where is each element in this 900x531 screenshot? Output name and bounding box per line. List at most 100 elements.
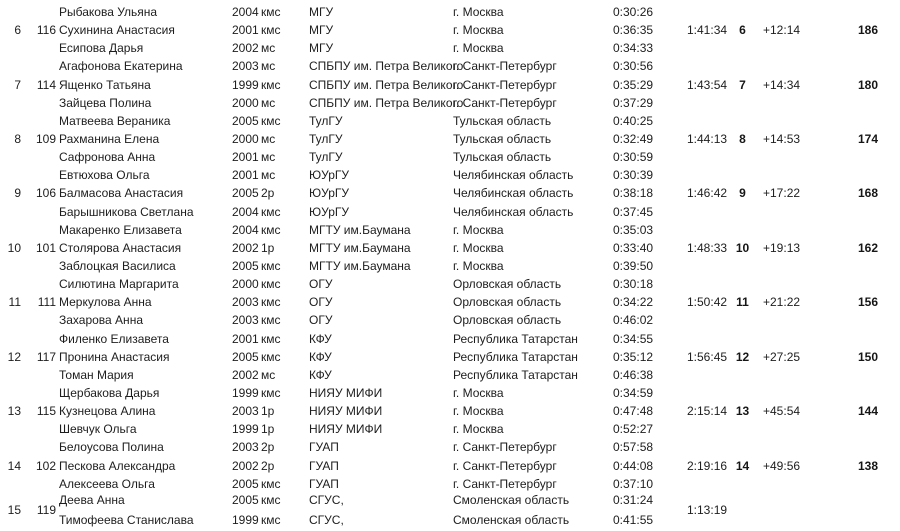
leg-time-cell: 0:37:45 [613, 205, 654, 219]
birth-year-cell: 2004 [232, 205, 259, 219]
table-row: Шевчук Ольга 1999 1р НИЯУ МИФИ г. Москва 0:52… [0, 420, 900, 438]
team-cell: КФУ [309, 350, 332, 364]
athlete-name: Щербакова Дарья [59, 386, 160, 400]
total-time-cell: 2:19:16 [687, 459, 728, 473]
team-cell: СГУС, [309, 493, 344, 507]
athlete-name: Филенко Елизавета [59, 332, 169, 346]
place-cell: 8 [14, 132, 21, 146]
team-cell: ОГУ [309, 313, 333, 327]
sport-rank-cell: мс [261, 132, 276, 146]
bib-cell: 117 [36, 350, 56, 364]
bib-cell: 119 [36, 503, 56, 517]
sport-rank-cell: 1р [261, 241, 275, 255]
total-time-cell: 1:48:33 [687, 241, 728, 255]
leg-time-cell: 0:40:25 [613, 114, 654, 128]
birth-year-cell: 2001 [232, 150, 259, 164]
birth-year-cell: 2001 [232, 23, 259, 37]
sport-rank-cell: кмс [261, 23, 281, 37]
gap-cell: +14:34 [763, 78, 801, 92]
total-time-cell: 1:56:45 [687, 350, 728, 364]
points-cell: 138 [857, 459, 878, 473]
gap-cell: +17:22 [763, 186, 801, 200]
bib-cell: 115 [36, 404, 56, 418]
points-cell: 156 [857, 295, 878, 309]
sport-rank-cell: мс [261, 168, 276, 182]
leg-time-cell: 0:39:50 [613, 259, 654, 273]
athlete-name: Макаренко Елизавета [59, 223, 182, 237]
table-row: 10 101 Столярова Анастасия 2002 1р МГТУ им.Ба… [0, 239, 900, 257]
finish-place-cell: 13 [735, 404, 750, 418]
region-cell: Республика Татарстан [453, 332, 578, 346]
leg-time-cell: 0:30:59 [613, 150, 654, 164]
birth-year-cell: 1999 [232, 78, 259, 92]
points-cell: 144 [857, 404, 878, 418]
birth-year-cell: 2003 [232, 313, 259, 327]
sport-rank-cell: кмс [261, 386, 281, 400]
total-time-cell: 1:50:42 [687, 295, 728, 309]
table-row: 15 119 Деева Анна 2005 кмс СГУС, Смоленская об… [0, 491, 900, 517]
region-cell: г. Москва [453, 422, 504, 436]
athlete-name: Ященко Татьяна [59, 78, 151, 92]
place-cell: 10 [7, 241, 21, 255]
athlete-name: Матвеева Вераника [59, 114, 171, 128]
leg-time-cell: 0:35:03 [613, 223, 654, 237]
leg-time-cell: 0:30:39 [613, 168, 654, 182]
region-cell: Тульская область [453, 114, 552, 128]
place-cell: 9 [14, 186, 21, 200]
birth-year-cell: 2005 [232, 350, 259, 364]
gap-cell: +12:14 [763, 23, 801, 37]
table-row: Белоусова Полина 2003 2р ГУАП г. Санкт-Петер… [0, 438, 900, 456]
region-cell: г. Москва [453, 23, 504, 37]
place-cell: 7 [14, 78, 21, 92]
sport-rank-cell: кмс [261, 493, 281, 507]
place-cell: 12 [7, 350, 21, 364]
team-cell: ОГУ [309, 277, 333, 291]
sport-rank-cell: кмс [261, 313, 281, 327]
team-cell: ОГУ [309, 295, 333, 309]
points-cell: 168 [857, 186, 878, 200]
leg-time-cell: 0:44:08 [613, 459, 654, 473]
team-cell: ЮУрГУ [309, 168, 350, 182]
region-cell: г. Санкт-Петербург [453, 96, 557, 110]
team-cell: ГУАП [309, 477, 339, 491]
leg-time-cell: 0:35:12 [613, 350, 654, 364]
birth-year-cell: 1999 [232, 422, 259, 436]
gap-cell: +21:22 [763, 295, 801, 309]
place-cell: 15 [7, 503, 21, 517]
team-cell: МГТУ им.Баумана [309, 223, 411, 237]
athlete-name: Зайцева Полина [59, 96, 152, 110]
total-time-cell: 1:44:13 [687, 132, 728, 146]
birth-year-cell: 2003 [232, 440, 259, 454]
athlete-name: Меркулова Анна [59, 295, 152, 309]
leg-time-cell: 0:34:55 [613, 332, 654, 346]
finish-place-cell: 9 [739, 186, 746, 200]
team-cell: НИЯУ МИФИ [309, 386, 383, 400]
table-row: 9 106 Балмасова Анастасия 2005 2р ЮУрГУ Челяби… [0, 184, 900, 202]
region-cell: Челябинская область [453, 205, 574, 219]
bib-cell: 106 [35, 186, 56, 200]
region-cell: Республика Татарстан [453, 368, 578, 382]
leg-time-cell: 0:31:24 [613, 493, 654, 507]
team-cell: ТулГУ [309, 114, 343, 128]
team-cell: СПБПУ им. Петра Великого [309, 96, 464, 110]
points-cell: 174 [857, 132, 878, 146]
table-row: Рыбакова Ульяна 2004 кмс МГУ г. Москва 0:30:2… [0, 3, 900, 21]
leg-time-cell: 0:34:33 [613, 41, 654, 55]
table-row: Захарова Анна 2003 кмс ОГУ Орловская область… [0, 311, 900, 329]
table-row: Макаренко Елизавета 2004 кмс МГТУ им.Бауман… [0, 221, 900, 239]
athlete-name: Шевчук Ольга [59, 422, 137, 436]
athlete-name: Томан Мария [59, 368, 134, 382]
leg-time-cell: 0:38:18 [613, 186, 654, 200]
athlete-name: Кузнецова Алина [59, 404, 156, 418]
birth-year-cell: 2000 [232, 132, 259, 146]
finish-place-cell: 11 [736, 295, 749, 309]
points-cell: 186 [857, 23, 878, 37]
table-row: Щербакова Дарья 1999 кмс НИЯУ МИФИ г. Москва… [0, 384, 900, 402]
leg-time-cell: 0:37:10 [613, 477, 654, 491]
table-row: Томан Мария 2002 мс КФУ Республика Татарстан… [0, 366, 900, 384]
leg-time-cell: 0:57:58 [613, 440, 654, 454]
athlete-name: Есипова Дарья [59, 41, 144, 55]
birth-year-cell: 2002 [232, 368, 259, 382]
athlete-name: Сафронова Анна [59, 150, 156, 164]
athlete-name: Пронина Анастасия [59, 350, 170, 364]
